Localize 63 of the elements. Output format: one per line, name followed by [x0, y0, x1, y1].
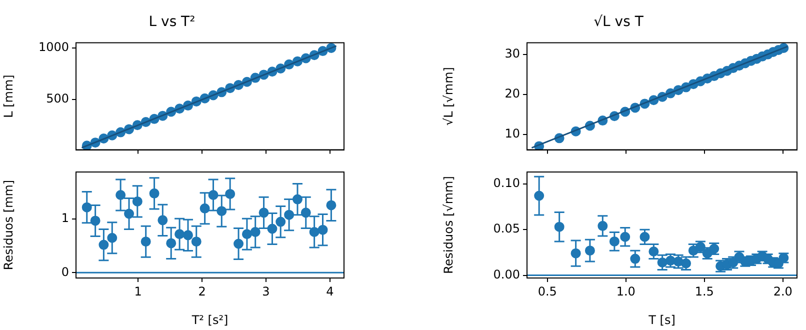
x-tick-label: 4	[326, 284, 334, 298]
point	[554, 222, 564, 232]
point	[284, 210, 294, 220]
point	[534, 190, 544, 201]
point	[276, 216, 286, 227]
chart-title: L vs T²	[148, 14, 196, 30]
point	[149, 188, 160, 198]
point	[570, 248, 581, 258]
point	[174, 229, 185, 240]
point	[609, 236, 620, 246]
point	[200, 203, 210, 214]
y-axis-title: L [mm]	[1, 74, 16, 118]
y-axis-title: Residuos [mm]	[1, 180, 16, 270]
point	[267, 224, 278, 234]
point	[116, 190, 126, 200]
point	[620, 232, 630, 242]
point	[132, 196, 142, 206]
point	[191, 236, 202, 247]
point	[124, 208, 134, 219]
y-tick-label: 1	[61, 211, 69, 226]
point	[250, 226, 260, 237]
point	[584, 246, 595, 256]
point	[598, 220, 608, 231]
y-axis-title: Residuos [√mm]	[441, 176, 456, 274]
point	[258, 208, 269, 218]
y-tick-label: 0.10	[493, 176, 520, 190]
x-tick-label: 3	[262, 284, 270, 298]
y-tick-label: 0	[61, 264, 69, 279]
point	[82, 202, 92, 212]
x-tick-label: 2.0	[773, 284, 792, 298]
x-tick-label: 1	[134, 284, 142, 298]
point	[140, 236, 151, 247]
y-tick-label: 20	[504, 86, 520, 101]
point	[309, 226, 320, 237]
point	[292, 194, 302, 204]
point	[326, 200, 336, 210]
point	[90, 216, 100, 226]
x-tick-label: 1.5	[694, 284, 714, 298]
point	[318, 224, 328, 235]
point	[166, 238, 176, 248]
chart-title: √L vs T	[594, 14, 644, 30]
point	[158, 215, 168, 226]
y-tick-label: 30	[504, 46, 520, 61]
point	[300, 208, 311, 218]
point	[107, 232, 118, 243]
y-tick-label: 10	[504, 126, 520, 141]
y-tick-label: 0.05	[493, 222, 520, 236]
point	[98, 240, 109, 250]
x-tick-label: 1.0	[616, 284, 636, 298]
y-tick-label: 0.00	[493, 267, 520, 282]
point	[234, 238, 244, 249]
x-axis-title: T [s]	[648, 312, 676, 327]
y-tick-label: 500	[46, 92, 69, 106]
point	[242, 229, 252, 240]
x-tick-label: 2	[198, 284, 206, 298]
y-axis-title: √L [√mm]	[441, 67, 456, 126]
point	[216, 206, 227, 216]
point	[225, 188, 236, 199]
y-tick-label: 1000	[38, 40, 69, 54]
point	[208, 190, 218, 200]
x-axis-title: T² [s²]	[190, 312, 228, 327]
x-tick-label: 0.5	[538, 284, 557, 298]
point	[182, 230, 193, 240]
